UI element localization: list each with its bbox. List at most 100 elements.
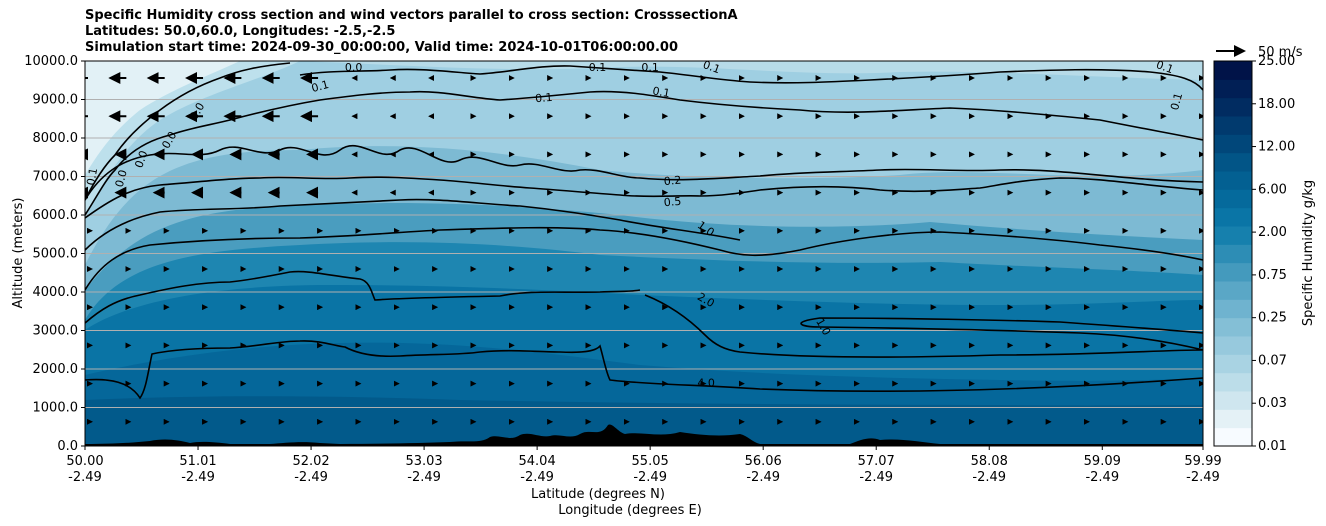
- x-tick-label-lon: -2.49: [294, 470, 328, 485]
- x-tick-label-lon: -2.49: [972, 470, 1006, 485]
- colorbar-tick-label: 12.00: [1258, 140, 1295, 155]
- contour-4.0: [85, 340, 1203, 400]
- colorbar-segment: [1214, 226, 1252, 245]
- contour-label: 0.1: [641, 61, 659, 74]
- y-axis: 0.0 1000.0 2000.0 3000.0 4000.0 5000.0 6000.0 7…: [24, 54, 85, 454]
- colorbar-tick-label: 0.07: [1258, 353, 1287, 368]
- colorbar-segment: [1214, 207, 1252, 227]
- contour-label: 4.0: [697, 376, 715, 389]
- x-tick-label-lat: 50.00: [66, 454, 103, 469]
- x-tick-label-lon: -2.49: [1085, 470, 1119, 485]
- x-tick-label-lon: -2.49: [746, 470, 780, 485]
- y-tick-label: 10000.0: [24, 54, 78, 69]
- contour-label: 0.1: [535, 91, 554, 105]
- x-tick-label-lat: 58.08: [971, 454, 1008, 469]
- x-tick-label-lat: 56.06: [745, 454, 782, 469]
- y-tick-label: 4000.0: [33, 285, 79, 300]
- colorbar-segment: [1214, 336, 1252, 355]
- y-tick-label: 1000.0: [33, 401, 79, 416]
- colorbar-segment: [1214, 409, 1252, 429]
- contour-0.1-main: [85, 90, 1203, 216]
- terrain: [85, 424, 1203, 446]
- x-axis: 50.00-2.4951.01-2.4952.02-2.4953.03-2.49…: [66, 446, 1222, 485]
- colorbar-segment: [1214, 152, 1252, 172]
- x-tick-label-lon: -2.49: [633, 470, 667, 485]
- contour-1.0-upper: [85, 198, 741, 251]
- colorbar-tick-label: 18.00: [1258, 97, 1295, 112]
- x-tick-label-lon: -2.49: [181, 470, 215, 485]
- colorbar-ticks: 0.01 0.03 0.07 0.25 0.75 2.00 6.00 12.00 18.00 25…: [1252, 54, 1295, 454]
- colorbar-segment: [1214, 244, 1252, 264]
- colorbar-segment: [1214, 134, 1252, 154]
- x-tick-label-lat: 59.09: [1084, 454, 1121, 469]
- contour-0.2: [85, 144, 1203, 201]
- colorbar-tick-label: 0.01: [1258, 439, 1287, 454]
- y-tick-label: 6000.0: [33, 208, 79, 223]
- colorbar-tick-label: 6.00: [1258, 182, 1287, 197]
- y-tick-label: 3000.0: [33, 324, 79, 339]
- x-tick-label-lon: -2.49: [68, 470, 102, 485]
- contour-label: 0.0: [113, 168, 130, 188]
- contour-0.1-top: [299, 65, 1203, 91]
- x-tick-label-lat: 52.02: [292, 454, 329, 469]
- x-tick-label-lat: 55.05: [632, 454, 669, 469]
- chart-title-line-2: Latitudes: 50.0,60.0, Longitudes: -2.5,-…: [85, 24, 396, 39]
- field-band-dry-pocket: [300, 61, 1203, 80]
- contour-label: 0.0: [132, 149, 150, 170]
- colorbar-tick-label: 2.00: [1258, 225, 1287, 240]
- field-band-verydry: [85, 61, 240, 175]
- colorbar-tick-label: 0.03: [1258, 396, 1287, 411]
- y-tick-label: 9000.0: [33, 93, 79, 108]
- colorbar-label: Specific Humidity g/kg: [1301, 180, 1316, 326]
- colorbar-segment: [1214, 262, 1252, 282]
- contour-0.5: [85, 176, 1203, 219]
- contour-label: 0.5: [663, 195, 682, 209]
- colorbar-tick-label: 25.00: [1258, 54, 1295, 69]
- x-tick-label-lat: 57.07: [858, 454, 895, 469]
- colorbar: [1214, 61, 1252, 447]
- colorbar-segment: [1214, 171, 1252, 190]
- y-axis-label: Altitude (meters): [11, 198, 26, 309]
- chart-title-line-1: Specific Humidity cross section and wind…: [85, 8, 738, 23]
- colorbar-tick-label: 0.75: [1258, 268, 1287, 283]
- colorbar-segment: [1214, 97, 1252, 117]
- y-tick-label: 8000.0: [33, 131, 79, 146]
- x-tick-label-lon: -2.49: [407, 470, 441, 485]
- contour-label: 0.1: [84, 167, 100, 186]
- colorbar-segment: [1214, 61, 1252, 80]
- colorbar-segment: [1214, 427, 1252, 447]
- chart-title-line-3: Simulation start time: 2024-09-30_00:00:…: [85, 40, 678, 55]
- contour-label: 0.1: [701, 58, 722, 76]
- x-tick-label-lat: 54.04: [519, 454, 556, 469]
- y-tick-label: 2000.0: [33, 362, 79, 377]
- wind-vectors: [85, 72, 1203, 425]
- colorbar-segment: [1214, 354, 1252, 374]
- contour-label: 0.0: [345, 61, 363, 74]
- contour-label: 0.1: [652, 84, 671, 100]
- contour-lines: [85, 62, 1203, 400]
- x-axis-label-longitude: Longitude (degrees E): [558, 503, 702, 518]
- contour-2.0-right: [644, 294, 1203, 358]
- colorbar-tick-label: 0.25: [1258, 311, 1287, 326]
- colorbar-segment: [1214, 317, 1252, 337]
- contour-label: 0.2: [663, 174, 682, 188]
- contour-2.0-left: [85, 270, 641, 324]
- y-tick-label: 5000.0: [33, 247, 79, 262]
- colorbar-segment: [1214, 299, 1252, 319]
- x-tick-label-lon: -2.49: [1186, 470, 1220, 485]
- colorbar-segment: [1214, 116, 1252, 135]
- x-tick-label-lat: 51.01: [179, 454, 216, 469]
- contour-1.0-band: [85, 226, 1203, 291]
- field-band-wettest: [85, 396, 1203, 446]
- x-axis-label-latitude: Latitude (degrees N): [531, 487, 665, 502]
- x-tick-label-lon: -2.49: [520, 470, 554, 485]
- contour-label: 0.1: [1154, 58, 1175, 76]
- contour-label: 0.1: [1168, 91, 1185, 111]
- x-tick-label-lon: -2.49: [859, 470, 893, 485]
- colorbar-frame: [1213, 60, 1253, 447]
- colorbar-segment: [1214, 372, 1252, 392]
- x-tick-label-lat: 53.03: [405, 454, 442, 469]
- contour-labels: 0.00.10.00.00.00.00.10.10.1 0.10.10.10.10…: [84, 58, 1185, 389]
- colorbar-segment: [1214, 391, 1252, 410]
